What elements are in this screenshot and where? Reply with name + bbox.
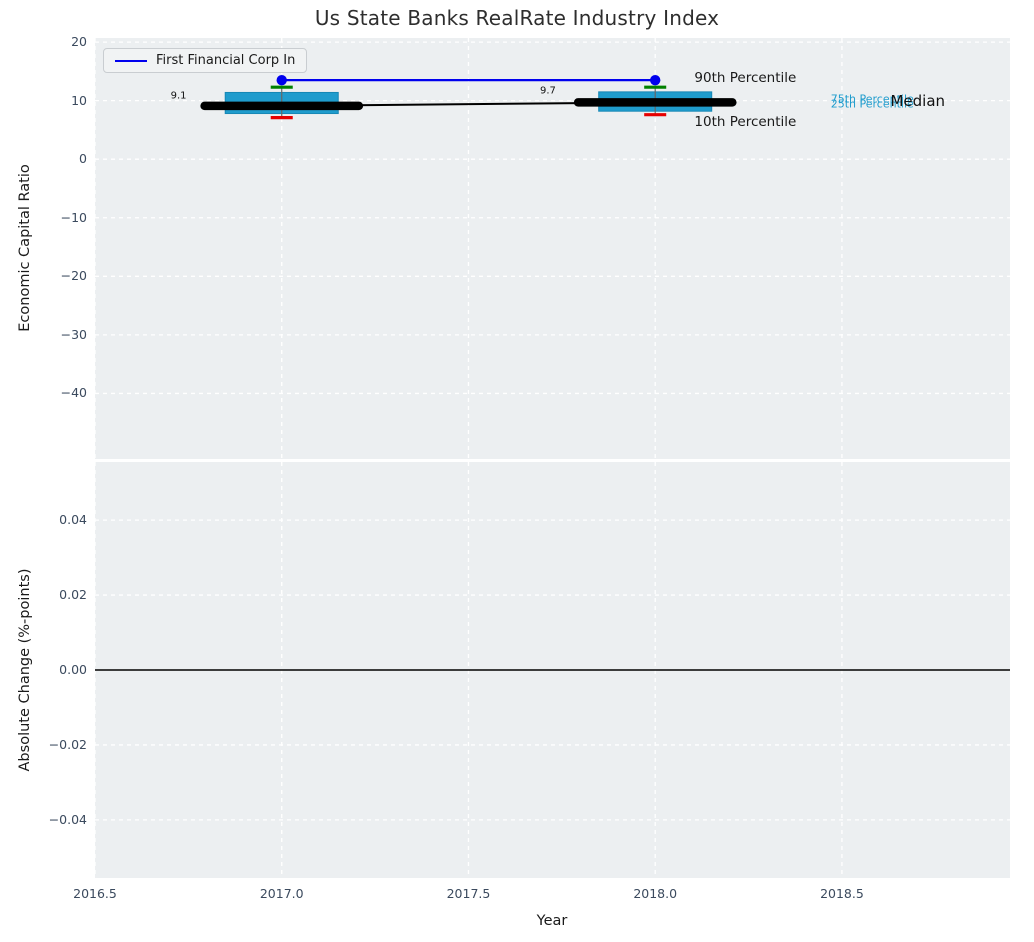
axes-canvas <box>95 38 1010 459</box>
legend-label: First Financial Corp In <box>156 53 296 68</box>
y-tick-label: −30 <box>60 326 87 342</box>
x-tick-label: 2017.5 <box>446 886 491 901</box>
annotation-median: Median <box>890 91 946 110</box>
y-tick-label: −20 <box>60 268 87 284</box>
bottom-y-axis-label: Absolute Change (%-points) <box>17 568 33 772</box>
legend: First Financial Corp In <box>103 48 308 73</box>
top-axes <box>95 38 1010 459</box>
y-tick-label: 0.02 <box>59 587 87 603</box>
y-tick-label: −10 <box>60 209 87 225</box>
company-marker <box>276 74 287 86</box>
x-tick-label: 2016.5 <box>73 886 117 901</box>
y-tick-label: 0.00 <box>59 662 87 677</box>
annotation-25th-percentile: 25th Percentile <box>830 97 914 111</box>
y-tick-label: 10 <box>71 92 87 108</box>
legend-line-swatch <box>115 59 147 62</box>
x-axis-label: Year <box>536 913 568 929</box>
median-value-label-2017: 9.1 <box>170 90 187 102</box>
y-tick-label: 0 <box>79 151 87 167</box>
annotation-10th-percentile: 10th Percentile <box>694 114 797 131</box>
annotation-90th-percentile: 90th Percentile <box>694 70 797 87</box>
y-tick-label: −0.02 <box>48 736 87 752</box>
x-tick-label: 2018.0 <box>633 886 678 901</box>
y-tick-label: 20 <box>71 34 87 50</box>
axes-canvas <box>95 462 1010 878</box>
chart-title: Us State Banks RealRate Industry Index <box>314 6 720 30</box>
median-value-label-2018: 9.7 <box>539 85 556 97</box>
y-tick-label: −40 <box>60 385 87 401</box>
y-tick-label: −0.04 <box>48 811 87 827</box>
x-tick-label: 2018.5 <box>820 886 864 901</box>
y-tick-label: 0.04 <box>59 512 87 528</box>
annotation-75th-percentile: 75th Percentile <box>830 92 914 106</box>
x-tick-label: 2017.0 <box>259 886 304 901</box>
bottom-axes <box>95 462 1010 878</box>
company-marker <box>650 74 661 86</box>
top-y-axis-label: Economic Capital Ratio <box>17 164 33 332</box>
